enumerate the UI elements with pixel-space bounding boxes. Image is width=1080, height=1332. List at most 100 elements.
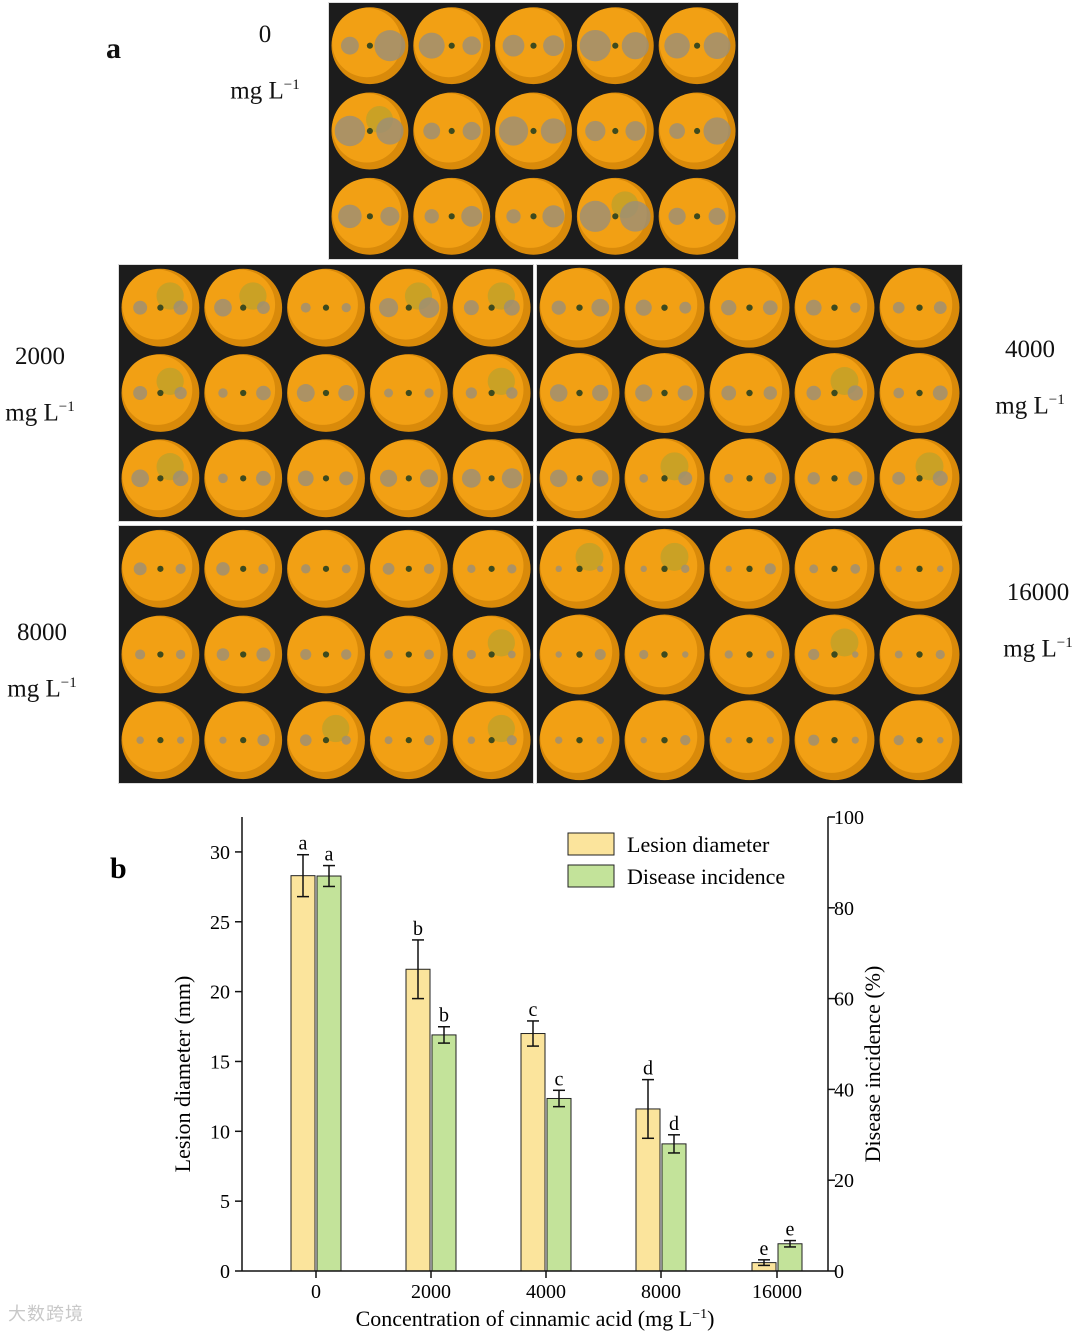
lesion xyxy=(136,736,144,744)
y-tick-label-left: 10 xyxy=(210,1121,230,1143)
lesion xyxy=(936,736,944,744)
fruit-body xyxy=(880,701,953,773)
lesion xyxy=(175,649,186,660)
fruit xyxy=(539,614,620,695)
fruit xyxy=(495,7,572,85)
stem-end xyxy=(612,213,619,220)
lesion xyxy=(503,299,520,316)
y-tick-label-left: 5 xyxy=(220,1191,230,1213)
stem-end xyxy=(366,213,373,220)
legend-swatch xyxy=(567,832,615,856)
stem-end xyxy=(661,389,668,397)
lesion xyxy=(895,565,902,573)
lesion xyxy=(219,736,227,744)
stem-end xyxy=(661,651,668,658)
lesion xyxy=(338,385,355,401)
lesion xyxy=(762,300,778,316)
fruit-body xyxy=(625,353,698,426)
fruit-body xyxy=(880,615,953,688)
stem-end xyxy=(916,736,923,744)
lesion xyxy=(341,649,352,660)
fruit xyxy=(287,615,365,694)
stem-end xyxy=(240,651,247,658)
bar-chart: b a b c d e a b c d e 0 5 10 15 20 25 30 0 20 40 60 80 100 0 2000… xyxy=(110,807,885,1331)
stem-end xyxy=(612,127,619,135)
stem-end xyxy=(366,127,373,135)
lesion xyxy=(338,204,362,229)
stem-end xyxy=(530,213,537,220)
lesion xyxy=(850,302,861,313)
lesion xyxy=(677,385,693,401)
fruit xyxy=(121,701,200,780)
lesion xyxy=(341,735,351,745)
lesion xyxy=(384,650,393,659)
stem-end xyxy=(448,127,455,135)
lesion xyxy=(172,470,189,487)
fruit xyxy=(452,529,531,608)
green-patch xyxy=(660,542,689,571)
lesion xyxy=(932,470,948,486)
concentration-value: 0 xyxy=(258,21,272,48)
fruit-photo-4000 xyxy=(536,264,963,522)
fruit xyxy=(121,439,200,518)
fruit xyxy=(624,438,705,519)
stem-end xyxy=(530,42,537,49)
fruit xyxy=(794,438,875,519)
fruit xyxy=(287,439,365,518)
x-tick-label: 2000 xyxy=(411,1281,451,1303)
fruit xyxy=(794,267,875,348)
fruit xyxy=(624,700,705,781)
fruit xyxy=(204,354,283,432)
stem-end xyxy=(661,304,668,311)
fruit-body xyxy=(710,439,783,512)
lesion xyxy=(763,386,777,400)
bar-lesion-diameter-4000 xyxy=(520,1033,546,1272)
lesion xyxy=(555,651,562,658)
stem-end xyxy=(576,475,583,482)
fruit-body xyxy=(370,269,441,340)
significance-letter: e xyxy=(760,1238,769,1260)
significance-letter: b xyxy=(439,1005,449,1027)
fruit-body xyxy=(287,702,358,773)
lesion xyxy=(764,472,777,485)
stem-end xyxy=(746,736,753,744)
lesion xyxy=(893,735,904,746)
lesion xyxy=(679,301,692,314)
fruit xyxy=(369,354,448,432)
fruit xyxy=(495,177,572,255)
lesion xyxy=(703,32,731,60)
fruit-body xyxy=(495,7,566,78)
lesion xyxy=(852,651,859,658)
fruit-body xyxy=(795,268,868,341)
lesion xyxy=(420,469,439,488)
lesion xyxy=(297,470,314,487)
lesion xyxy=(766,736,774,744)
lesion xyxy=(300,302,311,313)
significance-letter: e xyxy=(786,1219,795,1241)
fruit-body xyxy=(880,439,953,512)
fruit-body xyxy=(414,93,484,163)
lesion xyxy=(724,473,734,483)
fruit-body xyxy=(122,616,193,687)
lesion xyxy=(424,649,434,660)
lesion xyxy=(850,563,861,574)
lesion xyxy=(592,470,609,487)
concentration-value: 4000 xyxy=(1005,336,1055,363)
lesion xyxy=(543,35,564,57)
lesion xyxy=(807,472,820,485)
fruit-body xyxy=(540,268,613,341)
fruit-body xyxy=(625,439,698,512)
fruit-body xyxy=(287,616,358,687)
y-axis-title-left: Lesion diameter (mm) xyxy=(170,976,195,1173)
fruit xyxy=(369,701,448,780)
stem-end xyxy=(157,304,164,311)
lesion xyxy=(664,32,690,59)
y-tick-label-right: 40 xyxy=(834,1079,854,1101)
stem-end xyxy=(661,475,668,482)
lesion xyxy=(300,648,312,661)
lesion xyxy=(418,32,445,59)
fruit xyxy=(658,92,736,170)
fruit-body xyxy=(540,529,613,602)
fruit-body xyxy=(495,178,566,248)
fruit-body xyxy=(577,93,647,163)
